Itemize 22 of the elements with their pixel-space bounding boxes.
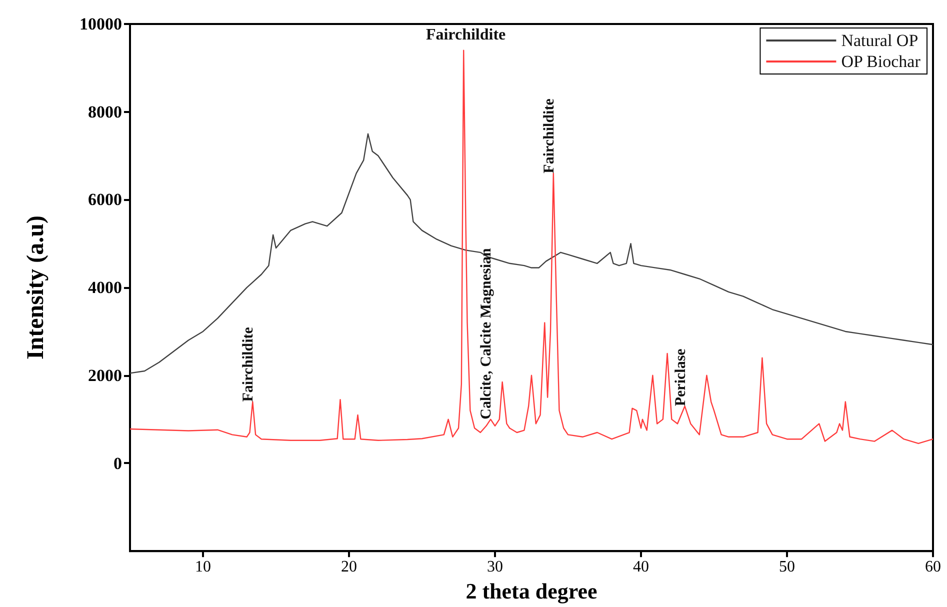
x-tick-label: 60 [925, 558, 941, 576]
y-axis-title: Intensity (a.u) [23, 216, 49, 360]
legend-label: OP Biochar [841, 52, 921, 71]
x-tick-label: 20 [341, 558, 357, 576]
line-series [129, 50, 934, 444]
annotation: Fairchildite [541, 98, 558, 174]
annotation: Calcite, Calcite Magnesian [478, 247, 495, 420]
y-tick-label: 0 [114, 454, 122, 473]
legend-label: Natural OP [841, 31, 918, 50]
x-tick-label: 40 [633, 558, 649, 576]
y-tick-label: 2000 [88, 366, 122, 385]
x-tick-label: 50 [779, 558, 795, 576]
annotation: Fairchildite [426, 26, 506, 44]
y-tick-label: 10000 [80, 14, 122, 34]
annotation: Fairchildite [240, 326, 257, 402]
y-tick-label: 6000 [88, 190, 122, 210]
x-axis-title: 2 theta degree [466, 578, 598, 604]
y-tick-label: 4000 [88, 278, 122, 298]
x-tick-label: 30 [487, 558, 503, 576]
x-tick-label: 10 [195, 558, 211, 576]
y-tick-label: 8000 [88, 102, 122, 122]
annotation: Periclase [672, 348, 689, 406]
